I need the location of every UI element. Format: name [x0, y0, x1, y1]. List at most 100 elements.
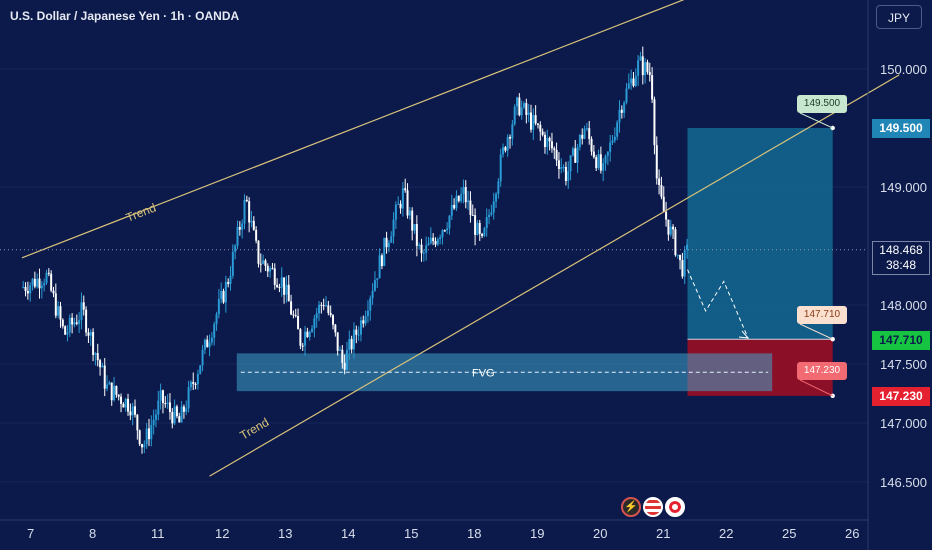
x-tick-21: 21 [656, 526, 671, 541]
candle-body [208, 342, 211, 348]
candle-body [571, 148, 574, 156]
candle-body [583, 128, 586, 139]
candle-body [362, 320, 365, 324]
candle-body [469, 200, 472, 215]
candle-body [306, 331, 309, 338]
candle-body [543, 134, 546, 147]
candle-body [422, 252, 425, 254]
candle-body [229, 275, 232, 284]
candle-body [73, 322, 76, 325]
candle-body [429, 237, 432, 244]
candle-body [495, 194, 498, 202]
candle-body [352, 329, 355, 350]
candle-body [502, 147, 505, 155]
candle-body [511, 124, 514, 139]
candle-body [378, 255, 381, 279]
candle-body [327, 305, 330, 313]
candle-body [516, 97, 519, 107]
candle-body [313, 318, 316, 329]
candle-body [329, 312, 332, 316]
candle-body [450, 204, 453, 216]
candle-body [676, 254, 679, 256]
x-tick-18: 18 [467, 526, 482, 541]
tp-callout-leader [799, 112, 833, 129]
candle-body [255, 229, 258, 241]
candle-body [40, 285, 43, 289]
candle-body [64, 326, 67, 335]
candle-body [376, 278, 379, 281]
lightning-icon[interactable]: ⚡ [621, 497, 641, 517]
candle-body [464, 187, 467, 203]
candle-body [343, 362, 346, 370]
candle-body [199, 365, 202, 374]
candle-body [457, 195, 460, 202]
candle-body [285, 284, 288, 295]
candle-body [196, 373, 199, 385]
candle-body [669, 226, 672, 235]
trendline [209, 74, 900, 477]
candle-body [550, 141, 553, 149]
sl-callout-leader [799, 379, 833, 397]
candle-body [164, 403, 167, 405]
candle-body [474, 215, 477, 235]
candle-body [103, 365, 106, 389]
candle-body [366, 310, 369, 317]
stop-loss-callout: 147.230 [797, 362, 847, 380]
currency-selector[interactable]: JPY [876, 5, 922, 29]
candle-body [634, 75, 637, 86]
candle-body [292, 314, 295, 316]
candle-body [311, 328, 314, 332]
candle-body [490, 212, 493, 215]
candle-body [588, 128, 591, 139]
candle-body [299, 329, 302, 346]
us-flag-icon[interactable] [643, 497, 663, 517]
record-icon[interactable] [665, 497, 685, 517]
candle-body [59, 306, 62, 320]
candle-body [110, 382, 113, 401]
candle-body [425, 245, 428, 253]
candle-body [520, 107, 523, 116]
candle-body [131, 406, 134, 416]
candle-body [43, 283, 46, 286]
candle-body [231, 251, 234, 276]
candle-body [525, 103, 528, 115]
candle-body [539, 124, 542, 132]
candle-body [180, 406, 183, 423]
candle-body [653, 99, 656, 146]
candle-body [171, 412, 174, 424]
candle-body [564, 166, 567, 182]
candle-body [33, 278, 36, 287]
candle-body [175, 406, 178, 417]
entry-callout: 147.710 [797, 306, 847, 324]
candle-body [397, 203, 400, 205]
candle-body [630, 78, 633, 84]
x-tick-26: 26 [845, 526, 860, 541]
candle-body [662, 196, 665, 212]
candle-body [182, 406, 185, 412]
candle-body [187, 387, 190, 409]
candle-body [481, 233, 484, 236]
candle-body [513, 106, 516, 125]
candle-body [290, 301, 293, 315]
candle-body [259, 263, 262, 265]
candle-body [294, 315, 297, 317]
candle-body [168, 402, 171, 413]
candle-body [213, 324, 216, 338]
candle-body [45, 272, 48, 284]
candle-body [485, 217, 488, 229]
candle-body [595, 157, 598, 169]
candle-body [115, 385, 118, 395]
candle-body [648, 72, 651, 76]
candle-body [606, 151, 609, 156]
candle-body [57, 306, 60, 316]
entry-price-tag: 147.710 [872, 331, 930, 350]
candle-body [641, 56, 644, 76]
candle-body [683, 249, 686, 277]
candle-body [390, 236, 393, 243]
x-tick-7: 7 [27, 526, 35, 541]
candle-body [350, 338, 353, 350]
fvg-label: FVG [472, 367, 495, 379]
candle-body [681, 260, 684, 277]
candle-body [578, 134, 581, 148]
